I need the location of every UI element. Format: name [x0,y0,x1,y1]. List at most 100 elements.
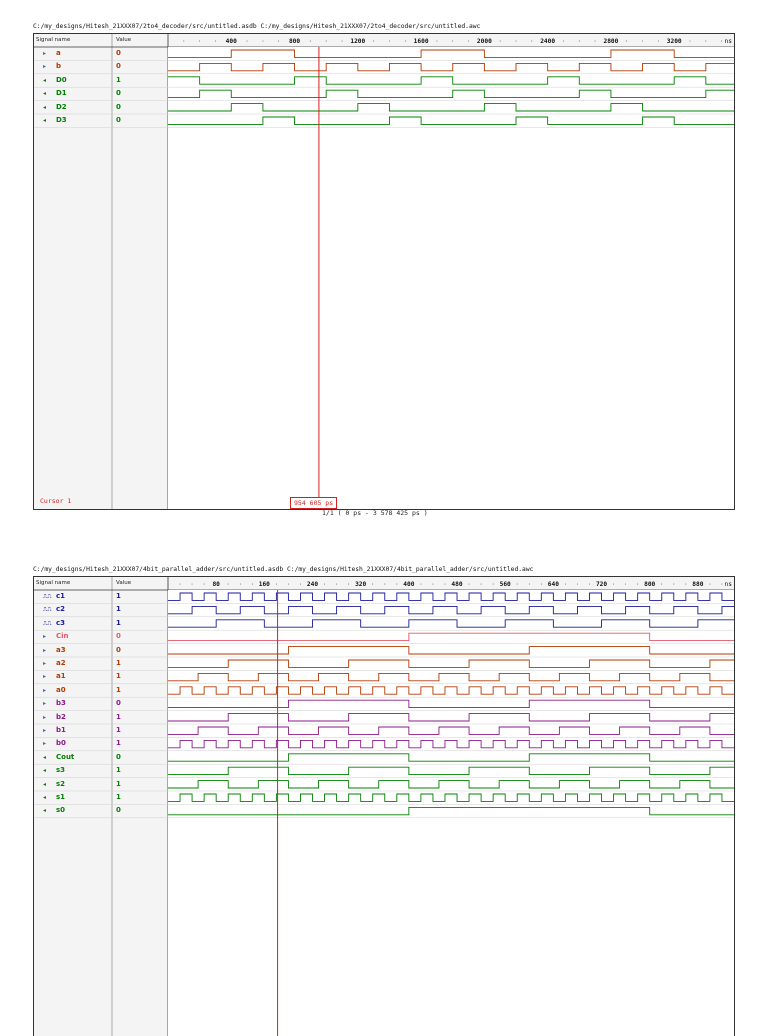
ruler-tick: · [720,581,724,588]
cursor-time-box[interactable]: 954 605 ps [290,497,338,509]
signal-row-a0[interactable]: ▸ a0 1 [34,684,168,697]
ruler-tick: · [564,581,568,588]
value-header[interactable]: Value [116,37,132,43]
signal-row-b3[interactable]: ▸ b3 0 [34,697,168,710]
input-port-icon: ▸ [43,673,47,681]
signal-name: s0 [56,806,66,815]
ruler-tick: · [515,581,519,588]
ruler-tick: · [395,581,399,588]
wave-area [168,590,734,1036]
value-header[interactable]: Value [116,580,132,586]
ruler-tick: · [299,581,303,588]
output-port-icon: ◂ [43,780,47,788]
ruler-tick: · [612,581,616,588]
ruler-tick: · [324,38,328,45]
signal-name: c1 [56,592,66,600]
signal-row-s3[interactable]: ◂ s3 1 [34,764,168,777]
sim2-waveform-canvas[interactable]: · · · · · · · · · · · · · · · · · · · · · · · · · · · · · · · · · · · 80 160… [34,577,735,1036]
signal-value: 0 [116,752,121,761]
signal-row-D3[interactable]: ◂ D3 0 [34,114,168,127]
ruler-tick: · [540,581,544,588]
signal-value: 0 [116,62,121,71]
signal-row-Cout[interactable]: ◂ Cout 0 [34,751,168,764]
signal-row-Cin[interactable]: ▸ Cin 0 [34,630,168,643]
ruler-label: 880 [692,581,703,588]
waveform-s2 [168,780,734,789]
ruler-tick: · [660,581,664,588]
ruler-label: 640 [548,581,559,588]
signal-name-header[interactable]: Signal name [36,37,71,43]
input-port-icon: ▸ [43,633,47,641]
ruler-tick: · [309,38,313,45]
output-port-icon: ◂ [43,76,47,84]
waveform-a2 [168,659,734,668]
ruler-label: 560 [500,581,511,588]
waveform-s1 [168,793,734,802]
ruler-tick: · [372,38,376,45]
time-range-indicator: 1/1 ( 0 ps - 3 578 425 ps ) [322,509,428,517]
output-port-icon: ◂ [43,753,47,761]
ruler-label: 160 [259,581,270,588]
clock-signal-icon: ⎍⎍ [43,606,52,614]
ruler-tick: · [226,581,230,588]
signal-name: D0 [56,75,67,84]
sim1-waveform-canvas[interactable]: · · · · · · · · · · · · · · · · · · · · · · · · · · · 400 800 1200 160… [34,34,735,510]
signal-name: b [56,62,62,71]
signal-row-c1[interactable]: ⎍⎍ c1 1 [34,590,168,603]
signal-row-b0[interactable]: ▸ b0 1 [34,737,168,750]
signal-value: 1 [116,712,121,721]
signal-row-c2[interactable]: ⎍⎍ c2 1 [34,603,168,616]
waveform-b2 [168,713,734,722]
signal-name: D2 [56,102,67,111]
signal-value: 1 [116,793,121,801]
cursor-name[interactable]: Cursor 1 [40,497,72,505]
signal-row-D1[interactable]: ◂ D1 0 [34,87,168,100]
ruler-tick: · [451,38,455,45]
signal-value: 1 [116,592,121,600]
ruler-tick: · [335,581,339,588]
signal-name: b3 [56,699,66,708]
signal-row-c3[interactable]: ⎍⎍ c3 1 [34,617,168,630]
ruler-tick: · [214,38,218,45]
signal-row-a3[interactable]: ▸ a3 0 [34,644,168,657]
ruler-tick: · [431,581,435,588]
signal-value: 1 [116,618,121,627]
ruler-tick: · [588,581,592,588]
ruler-label: 800 [289,38,300,45]
ruler-tick: · [275,581,279,588]
signal-row-a2[interactable]: ▸ a2 1 [34,657,168,670]
signal-row-b2[interactable]: ▸ b2 1 [34,711,168,724]
ruler-tick: · [403,38,407,45]
signal-row-D0[interactable]: ◂ D0 1 [34,74,168,87]
ruler-label: 720 [596,581,607,588]
signal-name-header[interactable]: Signal name [36,580,71,586]
signal-row-b[interactable]: ▸ b 0 [34,60,168,73]
signal-name: Cin [56,632,69,641]
signal-name: D1 [56,89,67,98]
ruler-tick: · [479,581,483,588]
signal-row-a1[interactable]: ▸ a1 1 [34,670,168,683]
ruler-label: 3200 [667,38,682,45]
signal-name: b0 [56,739,66,748]
signal-row-D2[interactable]: ◂ D2 0 [34,101,168,114]
signal-name: c3 [56,618,66,627]
input-port-icon: ▸ [43,700,47,708]
ruler-tick: · [491,581,495,588]
signal-row-b1[interactable]: ▸ b1 1 [34,724,168,737]
ruler-tick: · [467,581,471,588]
ruler-label: 400 [403,581,414,588]
sim2-waveform-panel[interactable]: · · · · · · · · · · · · · · · · · · · · · · · · · · · · · · · · · · · 80 160… [33,576,735,1036]
sim1-waveform-panel[interactable]: · · · · · · · · · · · · · · · · · · · · · · · · · · · 400 800 1200 160… [33,33,735,510]
ruler-label: 320 [355,581,366,588]
signal-name: D3 [56,116,67,124]
output-port-icon: ◂ [43,90,47,98]
signal-row-s2[interactable]: ◂ s2 1 [34,778,168,791]
signal-row-s0[interactable]: ◂ s0 0 [34,804,168,817]
signal-row-a[interactable]: ▸ a 0 [34,47,168,60]
ruler-label: 800 [644,581,655,588]
ruler-tick: · [347,581,351,588]
output-port-icon: ◂ [43,794,47,801]
ruler-label: 2000 [477,38,492,45]
waveform-b1 [168,726,734,735]
signal-row-s1[interactable]: ◂ s1 1 [34,791,168,804]
